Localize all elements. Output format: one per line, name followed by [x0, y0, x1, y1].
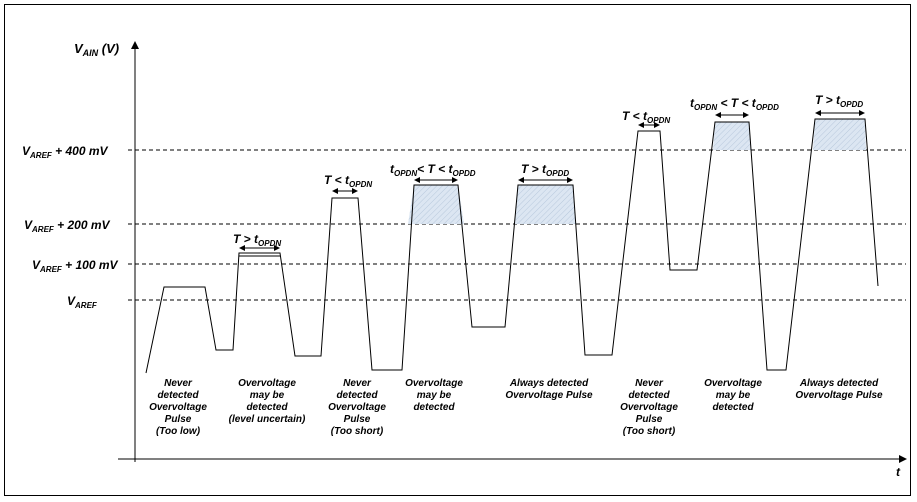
duration-arrows	[239, 110, 865, 251]
reference-levels: VAREF + 400 mV VAREF + 200 mV VAREF + 100 …	[22, 144, 906, 310]
caption-c8: Always detected Overvoltage Pulse	[795, 378, 883, 401]
level-label-l400: VAREF + 400 mV	[22, 144, 108, 160]
x-axis-label: t	[896, 465, 901, 479]
y-axis-label: VAIN (V)	[74, 41, 119, 58]
level-label-lref: VAREF	[67, 294, 98, 310]
pulse-label-p5: T > tOPDD	[521, 162, 569, 178]
shaded-region-6	[713, 122, 751, 150]
shaded-region-4	[515, 185, 576, 224]
shaded-region-7	[813, 119, 866, 150]
caption-c5: Always detected Overvoltage Pulse	[505, 378, 593, 401]
pulse-label-p3: T < tOPDN	[324, 173, 372, 189]
pulse-label-p8: T > tOPDD	[815, 93, 863, 109]
caption-c6: Never detected Overvoltage Pulse (Too short)	[620, 378, 678, 437]
pulse-label-p4: tOPDN< T < tOPDD	[390, 162, 476, 178]
shaded-regions	[408, 119, 866, 224]
caption-c1: Never detected Overvoltage Pulse (Too low)	[149, 378, 207, 437]
level-label-l200: VAREF + 200 mV	[24, 218, 110, 234]
pulse-label-p6: T < tOPDN	[622, 109, 670, 125]
level-label-l100: VAREF + 100 mV	[32, 258, 118, 274]
pulse-label-p2: T > tOPDN	[233, 232, 281, 248]
caption-c2: Overvoltage may be detected (level uncertai…	[229, 378, 306, 425]
caption-c7: Overvoltage may be detected	[704, 378, 762, 413]
waveform	[145, 118, 879, 374]
pulse-label-p7: tOPDN < T < tOPDD	[690, 96, 779, 112]
diagram-frame	[4, 4, 911, 496]
caption-c4: Overvoltage may be detected	[405, 378, 463, 413]
caption-c3: Never detected Overvoltage Pulse (Too short)	[328, 378, 386, 437]
pulse-captions: Never detected Overvoltage Pulse (Too low) Ov…	[149, 378, 883, 437]
pulse-duration-labels: T > tOPDN T < tOPDN tOPDN< T < tOPDD T > tO…	[233, 93, 863, 248]
shaded-region-3	[408, 185, 464, 224]
